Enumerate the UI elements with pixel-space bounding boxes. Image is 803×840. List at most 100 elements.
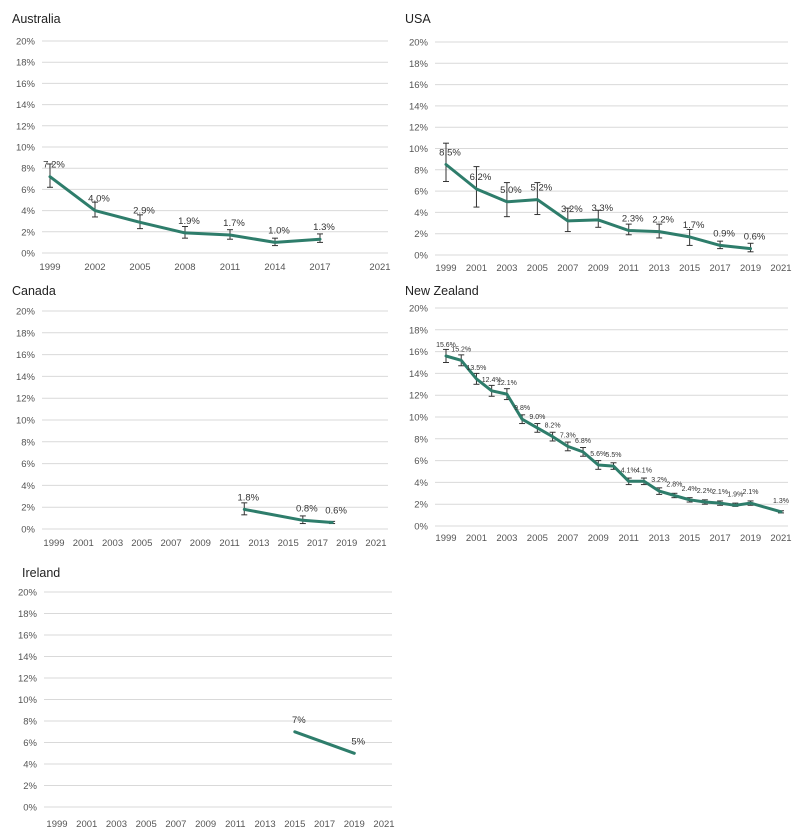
y-tick-label: 18% bbox=[409, 325, 429, 336]
data-label: 12.1% bbox=[497, 380, 517, 387]
x-tick-label: 1999 bbox=[43, 538, 64, 549]
y-tick-label: 0% bbox=[21, 525, 35, 536]
data-label: 5.6% bbox=[590, 451, 606, 458]
x-tick-label: 2017 bbox=[314, 819, 335, 830]
data-label: 13.5% bbox=[467, 365, 487, 372]
data-label: 9.8% bbox=[514, 405, 530, 412]
x-tick-label: 2009 bbox=[588, 533, 609, 544]
panel-title: Ireland bbox=[22, 566, 60, 580]
x-tick-label: 2008 bbox=[174, 262, 195, 273]
x-tick-label: 2003 bbox=[102, 538, 123, 549]
y-tick-label: 10% bbox=[16, 416, 36, 427]
data-label: 0.6% bbox=[325, 505, 347, 516]
error-bar bbox=[503, 182, 510, 218]
x-tick-label: 2009 bbox=[190, 538, 211, 549]
x-tick-label: 2013 bbox=[248, 538, 269, 549]
y-tick-label: 18% bbox=[18, 609, 38, 620]
y-tick-label: 10% bbox=[409, 413, 429, 424]
panel-usa: USA 0% 2% 4% 6% 8% 10% 12% 14% 16% 18% 20% 1999 2001 2… bbox=[405, 12, 792, 274]
data-label: 2.3% bbox=[622, 214, 644, 225]
y-tick-label: 2% bbox=[414, 500, 428, 511]
data-label: 4.0% bbox=[88, 194, 110, 205]
y-tick-label: 16% bbox=[16, 350, 36, 361]
x-tick-label: 2009 bbox=[195, 819, 216, 830]
series-line bbox=[48, 175, 322, 244]
y-tick-label: 18% bbox=[16, 328, 36, 339]
data-label: 2.9% bbox=[133, 205, 155, 216]
panel-title: New Zealand bbox=[405, 284, 479, 298]
y-tick-label: 12% bbox=[16, 121, 36, 132]
data-label: 3.2% bbox=[651, 477, 667, 484]
data-label: 2.2% bbox=[697, 488, 713, 495]
x-tick-label: 2005 bbox=[136, 819, 157, 830]
x-tick-label: 2005 bbox=[131, 538, 152, 549]
y-tick-label: 2% bbox=[21, 503, 35, 514]
data-label: 1.7% bbox=[223, 218, 245, 229]
data-label: 7.2% bbox=[43, 160, 65, 171]
y-tick-label: 2% bbox=[23, 781, 37, 792]
x-tick-label: 2019 bbox=[336, 538, 357, 549]
data-label: 2.4% bbox=[682, 486, 698, 493]
x-tick-label: 2003 bbox=[496, 263, 517, 274]
x-tick-label: 2015 bbox=[278, 538, 299, 549]
y-tick-label: 6% bbox=[414, 187, 428, 198]
x-tick-label: 1999 bbox=[39, 262, 60, 273]
x-tick-label: 2021 bbox=[365, 538, 386, 549]
x-tick-label: 2017 bbox=[309, 262, 330, 273]
y-tick-label: 20% bbox=[16, 307, 36, 318]
data-label: 0.6% bbox=[744, 232, 766, 243]
x-tick-label: 2003 bbox=[496, 533, 517, 544]
x-tick-label: 2021 bbox=[369, 262, 390, 273]
x-tick-label: 2013 bbox=[255, 819, 276, 830]
data-label: 1.8% bbox=[237, 492, 259, 503]
series-line bbox=[444, 163, 752, 251]
data-label: 4.1% bbox=[636, 467, 652, 474]
y-tick-label: 14% bbox=[409, 369, 429, 380]
x-tick-label: 2011 bbox=[225, 819, 245, 830]
x-tick-label: 1999 bbox=[46, 819, 67, 830]
data-label: 1.9% bbox=[178, 216, 200, 227]
x-tick-label: 2007 bbox=[557, 533, 578, 544]
x-tick-label: 2011 bbox=[619, 263, 639, 274]
data-label: 4.1% bbox=[621, 467, 637, 474]
y-tick-label: 16% bbox=[409, 80, 429, 91]
panel-australia: Australia 0% 2% 4% 6% 8% 10% 12% 14% 16% 18% 20% 199… bbox=[12, 12, 391, 273]
panel-new-zealand: New Zealand 0% 2% 4% 6% 8% 10% 12% 14% 16% 18% 20% 1… bbox=[405, 284, 792, 544]
y-tick-label: 10% bbox=[18, 695, 38, 706]
x-tick-label: 2005 bbox=[527, 263, 548, 274]
y-tick-label: 10% bbox=[409, 144, 429, 155]
data-label: 5.0% bbox=[500, 185, 522, 196]
data-label: 1.3% bbox=[313, 222, 335, 233]
x-tick-label: 2001 bbox=[73, 538, 94, 549]
data-label: 2.1% bbox=[743, 489, 759, 496]
x-tick-label: 2021 bbox=[770, 263, 791, 274]
panel-title: Canada bbox=[12, 284, 56, 298]
data-label: 2.2% bbox=[652, 215, 674, 226]
data-label: 15.2% bbox=[451, 346, 471, 353]
y-tick-label: 16% bbox=[18, 631, 38, 642]
x-tick-label: 2001 bbox=[76, 819, 97, 830]
x-tick-label: 2007 bbox=[161, 538, 182, 549]
series-line bbox=[242, 507, 334, 524]
y-tick-label: 6% bbox=[23, 738, 37, 749]
data-label: 12.4% bbox=[482, 377, 502, 384]
x-tick-label: 2005 bbox=[527, 533, 548, 544]
x-tick-label: 2019 bbox=[740, 533, 761, 544]
data-label: 1.9% bbox=[727, 491, 743, 498]
x-tick-label: 1999 bbox=[435, 533, 456, 544]
data-label: 3.2% bbox=[561, 204, 583, 215]
y-tick-label: 0% bbox=[414, 522, 428, 533]
y-tick-label: 18% bbox=[409, 59, 429, 70]
x-tick-label: 2013 bbox=[649, 263, 670, 274]
x-tick-label: 2015 bbox=[284, 819, 305, 830]
x-tick-label: 2019 bbox=[740, 263, 761, 274]
y-tick-label: 6% bbox=[414, 456, 428, 467]
y-tick-label: 16% bbox=[16, 79, 36, 90]
panel-canada: Canada 0% 2% 4% 6% 8% 10% 12% 14% 16% 18% 20% 1999 20… bbox=[12, 284, 388, 549]
data-label: 6.8% bbox=[575, 438, 591, 445]
x-tick-label: 2003 bbox=[106, 819, 127, 830]
y-tick-label: 12% bbox=[409, 123, 429, 134]
y-tick-label: 8% bbox=[23, 717, 37, 728]
y-tick-label: 12% bbox=[16, 394, 36, 405]
